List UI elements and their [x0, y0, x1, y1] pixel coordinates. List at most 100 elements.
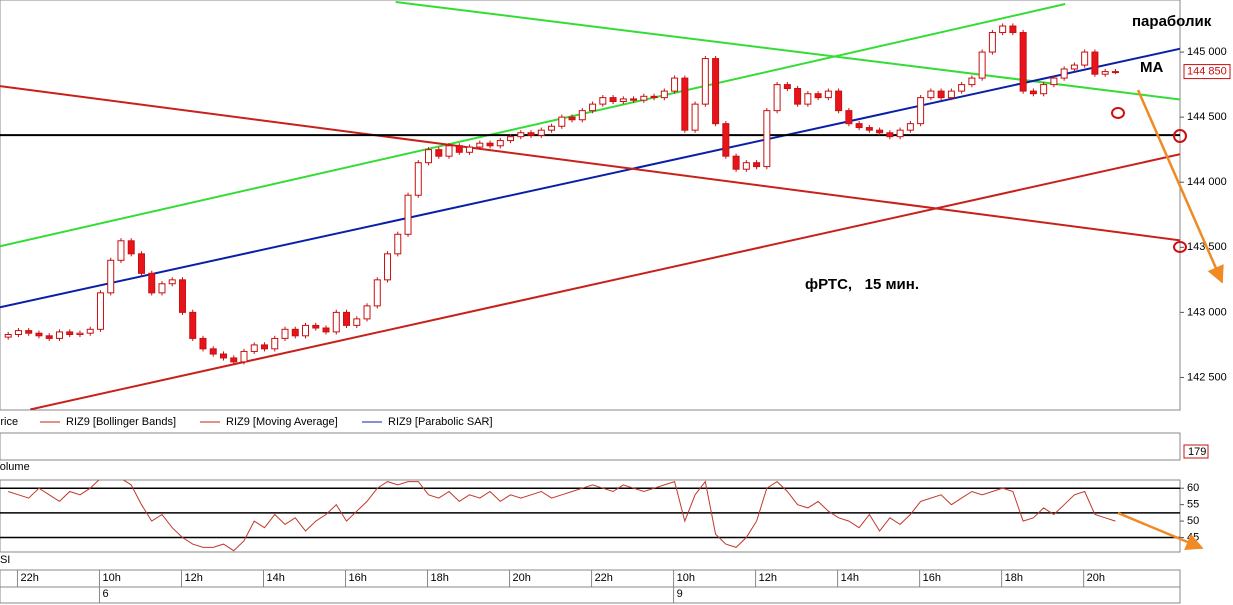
annotation: фРТС, 15 мин.	[805, 276, 919, 293]
x-tick-label: 10h	[102, 572, 120, 584]
candle-body	[814, 93, 822, 99]
trendline	[0, 3, 1066, 248]
candle-body	[240, 350, 248, 363]
candle-body	[589, 103, 597, 112]
rsi-line	[8, 480, 1116, 552]
candle-body	[127, 240, 135, 255]
candle-body	[845, 110, 853, 125]
candle-body	[209, 348, 217, 355]
x-tick-label: 10h	[677, 572, 695, 584]
candle-body	[578, 110, 586, 121]
volume-panel	[0, 432, 1181, 461]
candle-body	[1070, 64, 1078, 70]
rsi-panel	[0, 479, 1181, 553]
x-tick-label: 18h	[1005, 572, 1023, 584]
y-tick-label: 144 500	[1187, 111, 1227, 123]
candle-body	[322, 327, 330, 333]
candle-body	[261, 344, 269, 350]
candle-body	[435, 149, 443, 157]
last-price-label: 144 850	[1187, 65, 1227, 77]
candle-body	[619, 98, 627, 103]
panel-title: RSI	[0, 554, 10, 566]
candle-body	[455, 145, 463, 153]
candle-body	[496, 140, 504, 147]
candle-body	[107, 259, 115, 294]
volume-last: 179	[1188, 446, 1206, 458]
candle-body	[445, 145, 453, 157]
x-tick-label: 18h	[431, 572, 449, 584]
date-label: 6	[102, 588, 108, 600]
annotation: параболик	[1132, 13, 1212, 30]
candle-body	[486, 142, 494, 147]
candle-body	[55, 331, 63, 339]
candle-body	[117, 240, 125, 261]
candle-body	[927, 90, 935, 99]
candle-body	[1091, 51, 1099, 75]
candle-body	[199, 337, 207, 350]
candle-body	[527, 132, 535, 136]
x-tick-label: 20h	[513, 572, 531, 584]
candle-body	[947, 90, 955, 99]
candle-body	[373, 279, 381, 307]
marker-circle	[1173, 129, 1187, 143]
candle-body	[599, 97, 607, 105]
candle-body	[988, 32, 996, 53]
x-tick-label: 16h	[923, 572, 941, 584]
candle-body	[466, 146, 474, 153]
candle-body	[363, 305, 371, 320]
candle-body	[722, 123, 730, 157]
x-tick-label: 14h	[267, 572, 285, 584]
trendline	[0, 47, 1180, 309]
y-tick-label: 142 500	[1187, 371, 1227, 383]
trendline	[0, 85, 1180, 242]
candle-body	[968, 77, 976, 86]
candle-body	[230, 357, 238, 363]
candle-body	[804, 93, 812, 105]
candle-body	[691, 103, 699, 131]
candle-body	[137, 253, 145, 274]
candle-body	[302, 324, 310, 337]
trendline	[395, 0, 1180, 101]
date-label: 9	[677, 588, 683, 600]
candle-body	[66, 331, 74, 336]
candle-body	[1111, 71, 1119, 74]
x-tick-label: 12h	[759, 572, 777, 584]
candle-body	[978, 51, 986, 79]
candle-body	[414, 162, 422, 196]
candle-body	[517, 132, 525, 138]
candle-body	[219, 353, 227, 359]
candle-body	[476, 142, 484, 148]
candle-body	[917, 97, 925, 125]
candle-body	[281, 328, 289, 339]
candle-body	[630, 98, 638, 101]
rsi-tick-label: 50	[1187, 515, 1199, 527]
candle-body	[732, 155, 740, 170]
candle-body	[865, 127, 873, 131]
candle-body	[886, 132, 894, 138]
candle-body	[96, 292, 104, 330]
candle-body	[35, 332, 43, 337]
candle-body	[178, 279, 186, 313]
candle-body	[824, 90, 832, 99]
panel-title: Volume	[0, 461, 30, 473]
candle-body	[906, 123, 914, 131]
candle-body	[660, 90, 668, 99]
candle-body	[568, 116, 576, 121]
x-tick-label: 14h	[841, 572, 859, 584]
volume-last-box	[1183, 444, 1209, 459]
trendline	[30, 153, 1180, 410]
candle-body	[681, 77, 689, 131]
candle-body	[384, 253, 392, 281]
candle-body	[650, 95, 658, 99]
candle-body	[1040, 84, 1048, 95]
candle-body	[671, 77, 679, 92]
candle-body	[168, 279, 176, 285]
candle-body	[896, 129, 904, 138]
annotation: MA	[1140, 59, 1163, 76]
x-tick-label: 12h	[184, 572, 202, 584]
candle-body	[640, 95, 648, 101]
candle-body	[1009, 25, 1017, 34]
candle-body	[855, 123, 863, 129]
legend-label: RIZ9 [Bollinger Bands]	[66, 416, 176, 428]
candle-body	[312, 324, 320, 329]
